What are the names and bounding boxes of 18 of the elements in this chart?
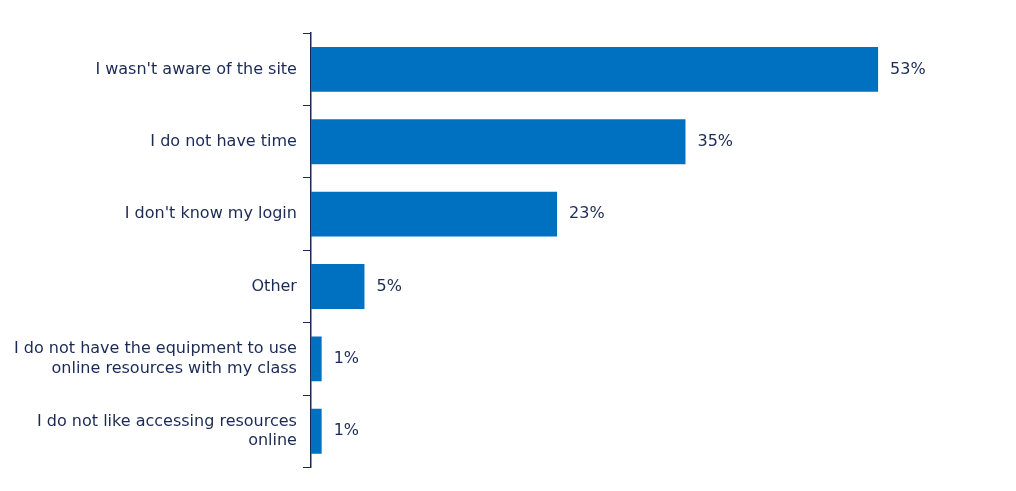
bar [310,264,365,309]
bar [310,191,558,237]
bar [310,408,322,454]
bar [310,46,879,92]
y-tick-label: I do not like accessing resources online [37,410,297,449]
data-label: 1% [333,420,360,440]
data-label: 1% [333,348,360,368]
bar [310,119,686,165]
data-label: 23% [569,203,605,223]
data-label: 53% [890,58,926,78]
y-tick-label: I don't know my login [124,203,297,223]
data-label: 5% [376,275,402,295]
y-tick-label: I do not have time [150,130,297,150]
y-tick-label: I wasn't aware of the site [95,58,297,78]
bar [310,336,322,382]
data-label: 35% [697,130,734,150]
y-tick-label: Other [251,275,298,295]
y-tick-label: I do not have the equipment to use online resources with my class [14,338,297,377]
